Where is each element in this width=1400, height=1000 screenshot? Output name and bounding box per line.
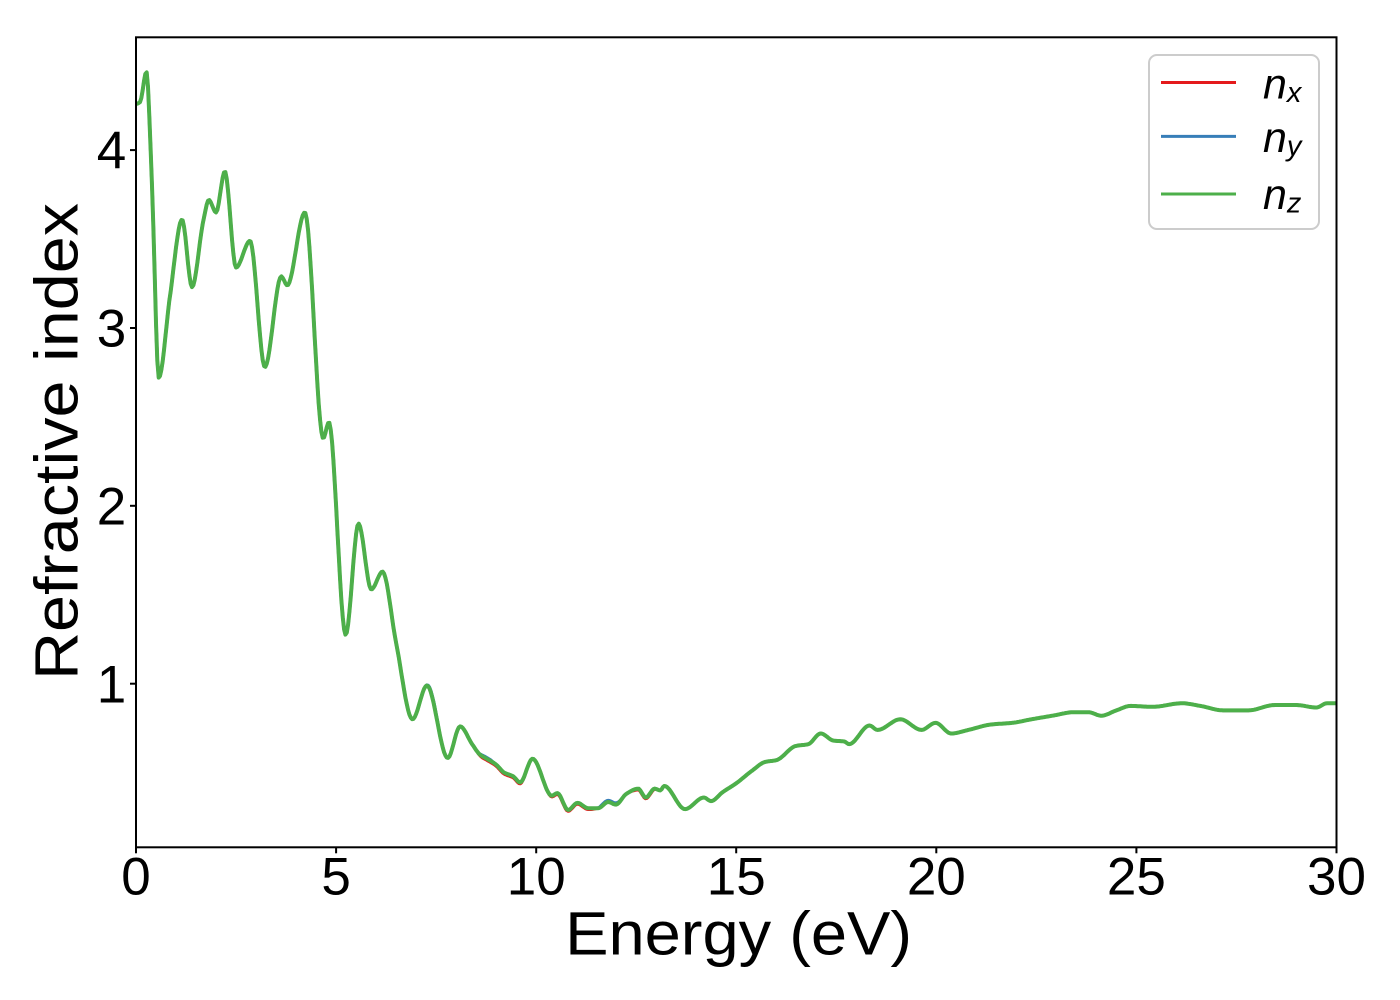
- svg-text:4: 4: [97, 122, 126, 181]
- svg-text:1: 1: [97, 655, 126, 714]
- svg-text:10: 10: [507, 848, 566, 907]
- svg-text:Refractive index: Refractive index: [22, 203, 91, 680]
- svg-text:20: 20: [907, 848, 966, 907]
- svg-text:3: 3: [97, 300, 126, 359]
- svg-text:25: 25: [1107, 848, 1166, 907]
- svg-text:0: 0: [121, 848, 150, 907]
- svg-text:5: 5: [321, 848, 350, 907]
- svg-text:30: 30: [1307, 848, 1366, 907]
- svg-text:2: 2: [97, 477, 126, 536]
- svg-text:Energy (eV): Energy (eV): [565, 900, 912, 969]
- svg-text:15: 15: [707, 848, 766, 907]
